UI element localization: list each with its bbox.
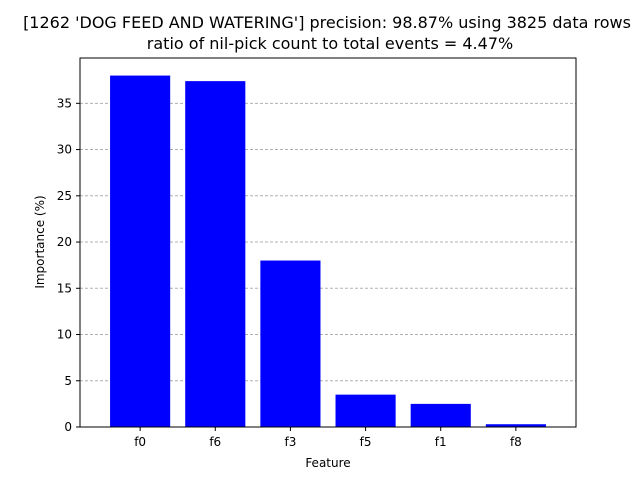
x-axis-ticks: f0 f6 f3 f5 f1 f8 <box>134 427 522 449</box>
y-tick-label: 15 <box>57 281 72 295</box>
chart-title-line-1: [1262 'DOG FEED AND WATERING'] precision… <box>23 13 631 32</box>
y-tick-label: 0 <box>64 420 72 434</box>
bar-f0 <box>110 75 171 428</box>
chart-title-line-2: ratio of nil-pick count to total events … <box>147 34 513 53</box>
y-axis-label: Importance (%) <box>33 195 47 288</box>
y-tick-label: 30 <box>57 143 72 157</box>
bar-f3 <box>260 260 321 427</box>
x-tick-label: f0 <box>134 435 146 449</box>
x-tick-label: f3 <box>284 435 296 449</box>
x-tick-label: f8 <box>510 435 522 449</box>
bars <box>110 75 546 428</box>
y-tick-label: 35 <box>57 96 72 110</box>
y-tick-label: 10 <box>57 328 72 342</box>
x-axis-label: Feature <box>305 456 350 470</box>
y-tick-label: 20 <box>57 235 72 249</box>
y-tick-label: 25 <box>57 189 72 203</box>
x-tick-label: f5 <box>360 435 372 449</box>
bar-f6 <box>185 81 246 427</box>
bar-f1 <box>410 403 471 427</box>
y-axis-ticks: 0 5 10 15 20 25 30 35 <box>57 96 80 434</box>
y-tick-label: 5 <box>64 374 72 388</box>
x-tick-label: f1 <box>435 435 447 449</box>
bar-f8 <box>485 424 546 427</box>
bar-f5 <box>335 394 396 427</box>
x-tick-label: f6 <box>209 435 221 449</box>
